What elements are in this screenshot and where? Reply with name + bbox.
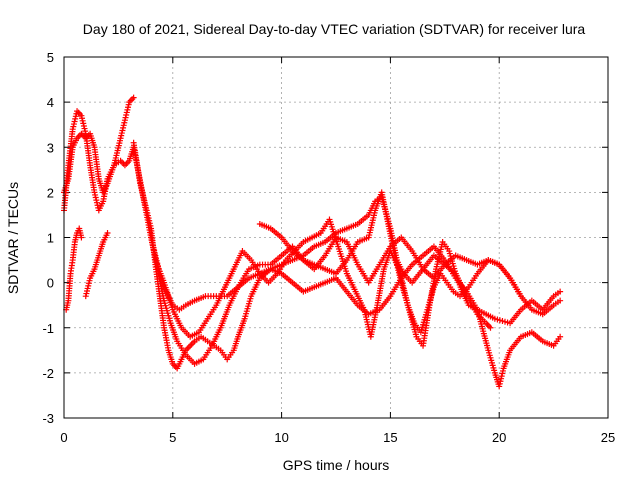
- data-point: [557, 333, 564, 340]
- y-tick-label: 0: [47, 276, 54, 291]
- data-point: [130, 94, 137, 101]
- data-point: [557, 297, 564, 304]
- x-tick-label: 15: [383, 430, 397, 445]
- y-tick-label: 2: [47, 185, 54, 200]
- y-tick-labels: -3 -2 -1 0 1 2 3 4 5: [42, 50, 54, 426]
- series-trace-c: [63, 225, 85, 313]
- x-tick-label: 20: [492, 430, 506, 445]
- x-tick-labels: 0 5 10 15 20 25: [60, 430, 615, 445]
- plot-frame: [63, 56, 609, 419]
- y-tick-label: 3: [47, 140, 54, 155]
- series-trace-h: [256, 189, 564, 336]
- y-tick-label: -3: [42, 411, 54, 426]
- x-tick-label: 5: [169, 430, 176, 445]
- chart-title: Day 180 of 2021, Sidereal Day-to-day VTE…: [83, 21, 586, 37]
- x-tick-label: 10: [274, 430, 288, 445]
- series-trace-b: [61, 94, 137, 196]
- y-axis-label: SDTVAR / TECUs: [5, 182, 21, 294]
- x-tick-label: 0: [60, 430, 67, 445]
- y-tick-label: -1: [42, 321, 54, 336]
- x-axis-label: GPS time / hours: [283, 457, 390, 473]
- y-tick-label: 1: [47, 231, 54, 246]
- data-point: [104, 229, 111, 236]
- data-point: [557, 288, 564, 295]
- series-trace-d: [82, 229, 111, 300]
- y-tick-label: 4: [47, 95, 54, 110]
- x-tick-label: 25: [601, 430, 615, 445]
- series-trace-g: [152, 216, 564, 349]
- y-tick-label: 5: [47, 50, 54, 65]
- data-point: [487, 324, 494, 331]
- data-marks: [61, 94, 564, 390]
- y-tick-label: -2: [42, 366, 54, 381]
- data-point: [78, 234, 85, 241]
